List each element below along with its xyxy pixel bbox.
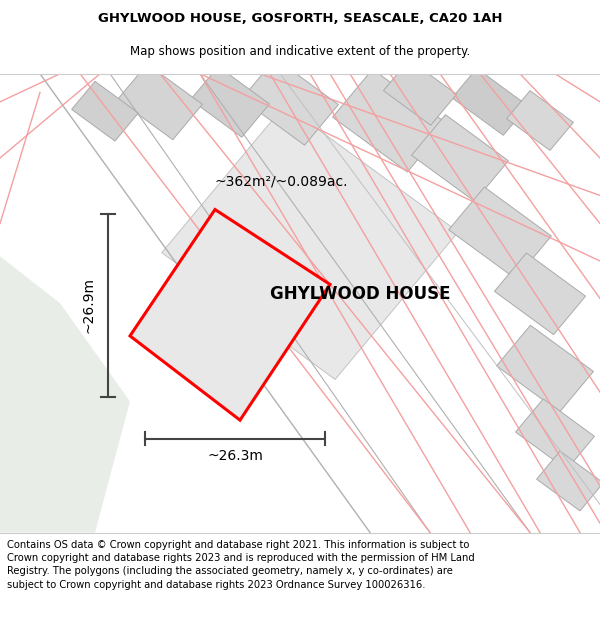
Polygon shape [191,66,269,137]
Polygon shape [449,187,551,279]
Polygon shape [118,64,202,140]
Polygon shape [536,451,600,511]
Polygon shape [130,209,330,420]
Polygon shape [71,81,139,141]
Polygon shape [162,105,458,379]
Text: Contains OS data © Crown copyright and database right 2021. This information is : Contains OS data © Crown copyright and d… [7,540,475,589]
Polygon shape [452,68,528,136]
Text: Map shows position and indicative extent of the property.: Map shows position and indicative extent… [130,45,470,58]
Text: ~362m²/~0.089ac.: ~362m²/~0.089ac. [215,174,349,188]
Polygon shape [497,326,593,412]
Polygon shape [412,114,508,201]
Polygon shape [0,256,130,532]
Polygon shape [242,59,338,145]
Polygon shape [383,60,457,125]
Polygon shape [332,69,448,172]
Polygon shape [515,399,595,469]
Polygon shape [494,253,586,334]
Text: GHYLWOOD HOUSE, GOSFORTH, SEASCALE, CA20 1AH: GHYLWOOD HOUSE, GOSFORTH, SEASCALE, CA20… [98,12,502,25]
Polygon shape [506,91,574,151]
Text: ~26.3m: ~26.3m [207,449,263,462]
Text: GHYLWOOD HOUSE: GHYLWOOD HOUSE [270,285,450,302]
Text: ~26.9m: ~26.9m [81,278,95,334]
Polygon shape [0,74,600,532]
